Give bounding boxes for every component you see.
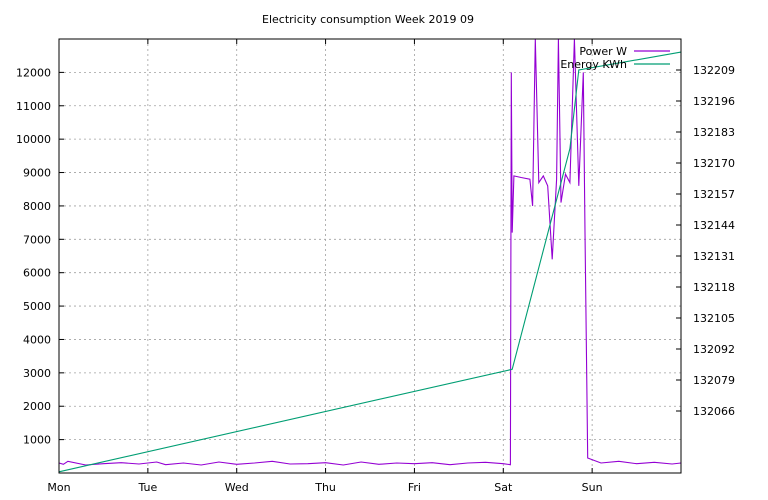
x-tick-label: Mon [47,481,70,494]
y-left-tick-label: 11000 [16,100,51,113]
series-line-energy [58,51,682,473]
x-axis-ticks: Mon Tue Wed Thu Fri Sat Sun [47,39,603,494]
y-right-tick-label: 132144 [693,219,735,232]
series-line-power [58,38,682,466]
y-right-tick-label: 132157 [693,188,735,201]
y-left-tick-label: 9000 [23,167,51,180]
y-left-tick-label: 2000 [23,400,51,413]
y-right-tick-label: 132196 [693,95,735,108]
y-right-tick-label: 132105 [693,312,735,325]
y-right-tick-label: 132170 [693,157,735,170]
y-left-tick-label: 8000 [23,200,51,213]
y-right-tick-label: 132183 [693,126,735,139]
legend-label-power: Power W [579,45,627,58]
y-left-tick-label: 1000 [23,434,51,447]
plot-frame [58,38,682,474]
series-lines [58,38,682,473]
chart-title: Electricity consumption Week 2019 09 [262,13,474,26]
legend-label-energy: Energy KWh [560,58,627,71]
y-left-tick-label: 5000 [23,300,51,313]
y-right-tick-label: 132118 [693,281,735,294]
right-y-axis-ticks: 132066 132079 132092 132105 132118 132131 1321… [676,64,735,418]
y-right-tick-label: 132209 [693,64,735,77]
y-left-tick-label: 6000 [23,267,51,280]
x-tick-label: Thu [314,481,336,494]
y-right-tick-label: 132092 [693,343,735,356]
grid-lines [59,39,681,473]
y-left-tick-label: 4000 [23,333,51,346]
y-left-tick-label: 3000 [23,367,51,380]
x-tick-label: Sun [582,481,603,494]
x-tick-label: Tue [137,481,157,494]
y-left-tick-label: 12000 [16,66,51,79]
x-tick-label: Fri [408,481,421,494]
x-tick-label: Wed [225,481,249,494]
y-left-tick-label: 10000 [16,133,51,146]
x-tick-label: Sat [494,481,513,494]
legend: Power W Energy KWh [560,45,670,71]
y-right-tick-label: 132066 [693,405,735,418]
y-right-tick-label: 132079 [693,374,735,387]
y-right-tick-label: 132131 [693,250,735,263]
y-left-tick-label: 7000 [23,233,51,246]
left-y-axis-ticks: 1000 2000 3000 4000 5000 6000 7000 8000 9000 1000… [16,66,64,447]
